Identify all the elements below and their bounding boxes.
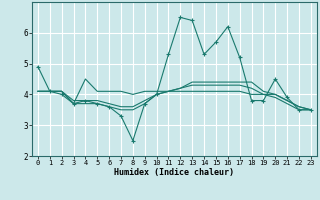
X-axis label: Humidex (Indice chaleur): Humidex (Indice chaleur) bbox=[115, 168, 234, 177]
